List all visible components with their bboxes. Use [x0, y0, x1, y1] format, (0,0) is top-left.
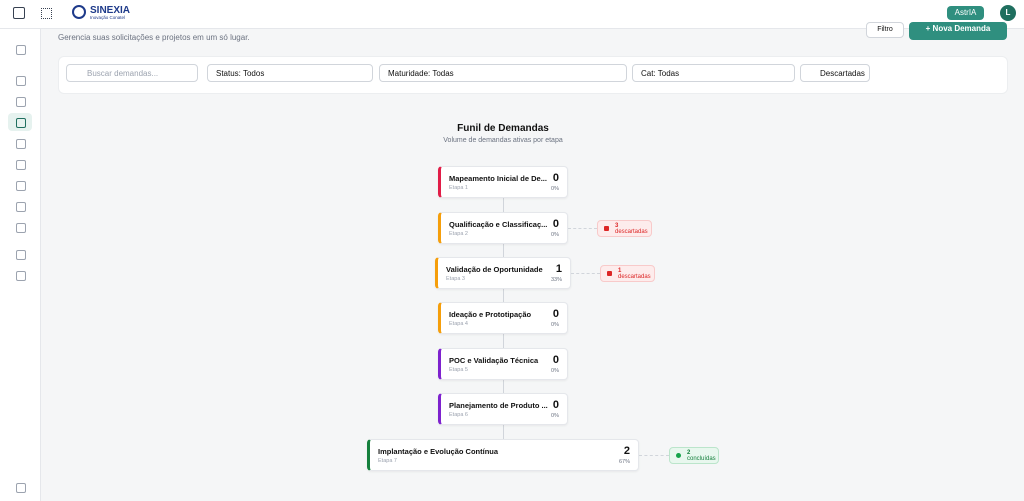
connector: [503, 334, 504, 348]
sidebar: [0, 29, 41, 501]
discarded-button[interactable]: Descartadas: [800, 64, 870, 82]
nav-icon[interactable]: [16, 181, 26, 191]
funnel-title: Funil de Demandas: [457, 123, 549, 134]
stage-step: Etapa 6: [449, 412, 468, 418]
stage-card: POC e Validação Técnica Etapa 5 0 0%: [438, 348, 568, 380]
stage-name: Implantação e Evolução Contínua: [378, 447, 499, 456]
badge-connector: [639, 455, 669, 456]
nav-icon[interactable]: [16, 45, 26, 55]
avatar[interactable]: L: [1000, 5, 1016, 21]
discarded-badge: 3 descartadas: [597, 220, 652, 237]
nav-active[interactable]: [8, 113, 32, 131]
search-input[interactable]: Buscar demandas...: [66, 64, 198, 82]
discarded-badge: 1 descartadas: [600, 265, 655, 282]
stage-name: Validação de Oportunidade: [446, 265, 543, 274]
connector: [503, 289, 504, 302]
stage-count: 0: [552, 218, 559, 230]
stage-step: Etapa 2: [449, 231, 468, 237]
stage-step: Etapa 4: [449, 321, 468, 327]
stage-percent: 67%: [618, 459, 630, 465]
stage-card: Qualificação e Classificaç... Etapa 2 0 0%: [438, 212, 568, 244]
stage-percent: 0%: [551, 186, 559, 192]
stage-percent: 0%: [551, 368, 559, 374]
apps-button[interactable]: [41, 8, 52, 19]
badge-icon: [604, 226, 609, 231]
nav-icon[interactable]: [16, 97, 26, 107]
badge-count: 3: [615, 223, 619, 229]
nav-icon[interactable]: [16, 118, 26, 128]
badge-label: descartadas: [618, 274, 651, 280]
filter-button[interactable]: Filtro: [866, 22, 904, 38]
stage-step: Etapa 3: [446, 276, 465, 282]
badge-connector: [568, 228, 597, 229]
stage-name: Ideação e Prototipação: [449, 310, 532, 319]
nav-icon[interactable]: [16, 223, 26, 233]
stage-card: Mapeamento Inicial de De... Etapa 1 0 0%: [438, 166, 568, 198]
maturity-select[interactable]: Maturidade: Todas: [379, 64, 627, 82]
stage-name: POC e Validação Técnica: [449, 356, 539, 365]
sidebar-toggle[interactable]: [13, 7, 25, 19]
stage-step: Etapa 5: [449, 367, 468, 373]
connector: [503, 380, 504, 393]
badge-icon: [676, 453, 681, 458]
badge-connector: [571, 273, 600, 274]
stage-name: Planejamento de Produto ...: [449, 401, 548, 410]
nav-icon[interactable]: [16, 139, 26, 149]
stage-count: 0: [552, 399, 559, 411]
logo-mark: [72, 5, 86, 19]
nav-icon[interactable]: [16, 76, 26, 86]
stage-card: Ideação e Prototipação Etapa 4 0 0%: [438, 302, 568, 334]
stage-card: Planejamento de Produto ... Etapa 6 0 0%: [438, 393, 568, 425]
badge-icon: [607, 271, 612, 276]
completed-badge: 2 concluídas: [669, 447, 719, 464]
stage-step: Etapa 7: [378, 458, 397, 464]
connector: [503, 198, 504, 212]
stage-percent: 33%: [550, 277, 562, 283]
stage-count: 2: [623, 445, 630, 457]
collapse-icon[interactable]: [16, 483, 26, 493]
badge-count: 1: [618, 268, 622, 274]
stage-percent: 0%: [551, 413, 559, 419]
stage-step: Etapa 1: [449, 185, 468, 191]
connector: [503, 425, 504, 439]
connector: [503, 244, 504, 257]
stage-card: Validação de Oportunidade Etapa 3 1 33%: [435, 257, 571, 289]
brand-sub: Inovação Conatel: [90, 15, 126, 20]
stage-name: Mapeamento Inicial de De...: [449, 174, 547, 183]
stage-count: 0: [552, 308, 559, 320]
badge-label: descartadas: [615, 229, 648, 235]
stage-name: Qualificação e Classificaç...: [449, 220, 548, 229]
stage-count: 0: [552, 172, 559, 184]
nav-icon[interactable]: [16, 271, 26, 281]
badge-count: 2: [687, 450, 691, 456]
category-select[interactable]: Cat: Todas: [632, 64, 795, 82]
assistant-button[interactable]: AstrIA: [947, 6, 984, 20]
nav-icon[interactable]: [16, 160, 26, 170]
status-select[interactable]: Status: Todos: [207, 64, 373, 82]
page-subtitle: Gerencia suas solicitações e projetos em…: [58, 33, 250, 42]
new-demand-button[interactable]: + Nova Demanda: [909, 22, 1007, 40]
stage-percent: 0%: [551, 322, 559, 328]
nav-icon[interactable]: [16, 250, 26, 260]
top-bar: SINEXIA Inovação Conatel AstrIA L: [0, 0, 1024, 29]
stage-card: Implantação e Evolução Contínua Etapa 7 2 6…: [367, 439, 639, 471]
stage-percent: 0%: [551, 232, 559, 238]
stage-count: 0: [552, 354, 559, 366]
brand: SINEXIA: [90, 5, 131, 16]
badge-label: concluídas: [687, 456, 716, 462]
funnel-subtitle: Volume de demandas ativas por etapa: [443, 137, 563, 144]
nav-icon[interactable]: [16, 202, 26, 212]
stage-count: 1: [555, 263, 562, 275]
